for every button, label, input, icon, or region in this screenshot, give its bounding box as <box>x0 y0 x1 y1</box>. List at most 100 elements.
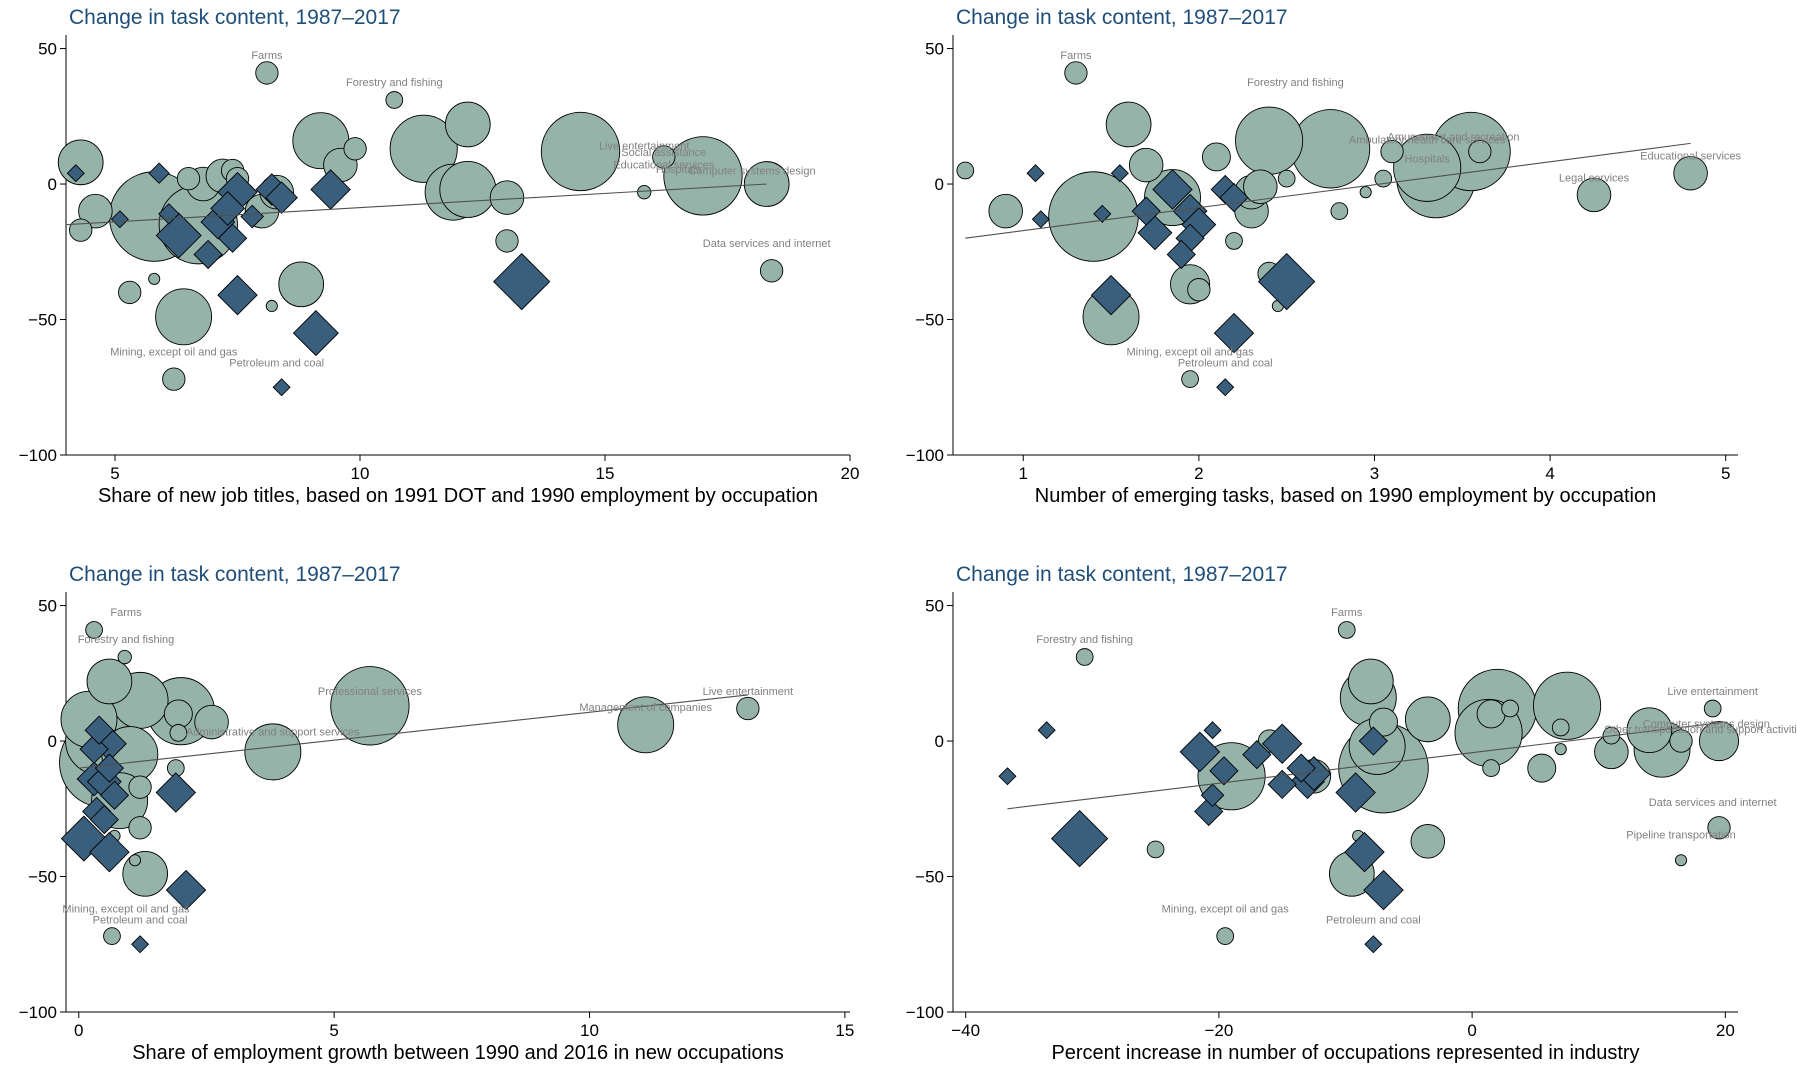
industry-diamond-point <box>131 935 150 954</box>
y-tick-label: 50 <box>925 40 944 59</box>
y-tick-label: 50 <box>38 40 57 59</box>
industry-circle-point <box>162 367 186 391</box>
industry-diamond-point <box>1213 312 1255 354</box>
y-tick-label: 50 <box>925 597 944 616</box>
chart-panel-1: Change in task content, 1987–2017 50 0 −50 −… <box>19 6 860 507</box>
x-tick-label: 0 <box>1467 1021 1476 1040</box>
industry-circle-point <box>1146 840 1165 859</box>
industry-diamond-point <box>89 831 130 873</box>
industry-diamond-point <box>1031 210 1050 229</box>
industry-circle-point <box>988 193 1023 229</box>
industry-circle-point <box>1105 101 1152 148</box>
industry-circle-point <box>495 229 519 253</box>
industry-circle-point <box>1476 699 1506 729</box>
industry-circle-point <box>118 280 142 305</box>
industry-circle-point <box>163 699 193 729</box>
x-tick-label: 3 <box>1370 464 1379 483</box>
industry-circle-point <box>1410 824 1446 859</box>
industry-diamond-point <box>1258 252 1316 311</box>
industry-diamond-point <box>998 767 1017 786</box>
industry-circle-point <box>176 166 201 191</box>
y-tick-label: 50 <box>38 597 57 616</box>
industry-circle-point <box>385 91 404 109</box>
fitted-line <box>965 142 1691 239</box>
industry-annotation: Farms <box>110 607 142 619</box>
industry-circle-point <box>1468 139 1492 164</box>
y-tick-label: −100 <box>19 1003 57 1022</box>
industry-diamond-point <box>1363 869 1404 911</box>
industry-circle-point <box>1201 142 1231 172</box>
industry-annotation: Data services and internet <box>703 238 831 250</box>
industry-circle-point <box>617 696 675 754</box>
industry-circle-point <box>78 193 113 229</box>
industry-circle-point <box>1527 753 1557 783</box>
industry-annotation: Computer systems design <box>688 166 815 178</box>
industry-diamond-point <box>1203 721 1222 740</box>
industry-diamond-point <box>66 164 85 183</box>
industry-circle-point <box>194 704 229 740</box>
industry-diamond-point <box>1261 723 1303 764</box>
industry-circle-point <box>244 723 302 781</box>
industry-annotation: Data services and internet <box>1649 797 1777 809</box>
industry-circle-point <box>956 161 975 180</box>
industry-diamond-point <box>493 252 551 311</box>
industry-diamond-point <box>1026 164 1045 183</box>
fitted-line <box>78 694 748 769</box>
y-tick-label: 0 <box>48 175 57 194</box>
industry-circle-point <box>1277 169 1296 188</box>
industry-diamond-point <box>292 310 339 357</box>
chart-panel-3: Change in task content, 1987–2017500−50−… <box>19 563 855 1064</box>
industry-annotation: Live entertainment <box>1667 686 1758 698</box>
industry-circle-point <box>1404 696 1451 743</box>
industry-diamond-point <box>1179 731 1221 773</box>
industry-circle-point <box>1674 854 1688 867</box>
industry-diamond-point <box>155 212 202 259</box>
industry-diamond-point <box>1200 783 1225 808</box>
industry-diamond-point <box>60 815 107 862</box>
industry-circle-point <box>330 666 410 746</box>
industry-circle-point <box>1359 186 1372 199</box>
industry-circle-point <box>1235 106 1304 175</box>
industry-circle-point <box>343 137 367 161</box>
industry-annotation: Educational services <box>1640 151 1741 163</box>
industry-circle-point <box>1337 621 1356 639</box>
industry-annotation: Petroleum and coal <box>93 914 188 926</box>
industry-circle-point <box>736 696 760 721</box>
industry-circle-point <box>148 272 161 285</box>
industry-circle-point <box>1669 729 1693 753</box>
industry-annotation: Administrative and support services <box>186 727 360 739</box>
industry-circle-point <box>1393 133 1462 202</box>
industry-diamond-point <box>1194 796 1224 827</box>
industry-diamond-point <box>1344 831 1385 873</box>
industry-annotation: Computer systems design <box>1643 718 1770 730</box>
industry-circle-point <box>663 136 743 216</box>
industry-circle-point <box>759 259 784 283</box>
industry-circle-point <box>1626 707 1673 754</box>
industry-circle-point <box>652 145 676 169</box>
industry-circle-point <box>1501 699 1519 718</box>
x-tick-label: 15 <box>596 464 615 483</box>
industry-annotation: Petroleum and coal <box>229 357 324 369</box>
industry-diamond-point <box>217 274 258 316</box>
x-tick-label: 0 <box>74 1021 83 1040</box>
industry-circle-point <box>85 621 103 639</box>
industry-annotation: Hospitals <box>1405 153 1451 165</box>
industry-diamond-point <box>1358 726 1388 756</box>
industry-annotation: Professional services <box>318 686 422 698</box>
industry-circle-point <box>1225 232 1243 250</box>
industry-circle-point <box>86 658 133 705</box>
x-tick-label: 10 <box>351 464 370 483</box>
industry-annotation: Educational services <box>613 159 714 171</box>
industry-diamond-point <box>1037 721 1056 740</box>
industry-circle-point <box>637 184 652 200</box>
industry-diamond-point <box>1242 739 1272 770</box>
industry-circle-point <box>444 101 491 148</box>
industry-diamond-point <box>1131 196 1161 226</box>
industry-diamond-point <box>148 162 170 184</box>
industry-circle-point <box>1673 155 1708 191</box>
industry-circle-point <box>1075 648 1094 666</box>
industry-circle-point <box>1551 718 1570 737</box>
industry-circle-point <box>1181 370 1199 388</box>
industry-annotation: Legal services <box>1559 172 1630 184</box>
industry-circle-point <box>1576 177 1612 213</box>
